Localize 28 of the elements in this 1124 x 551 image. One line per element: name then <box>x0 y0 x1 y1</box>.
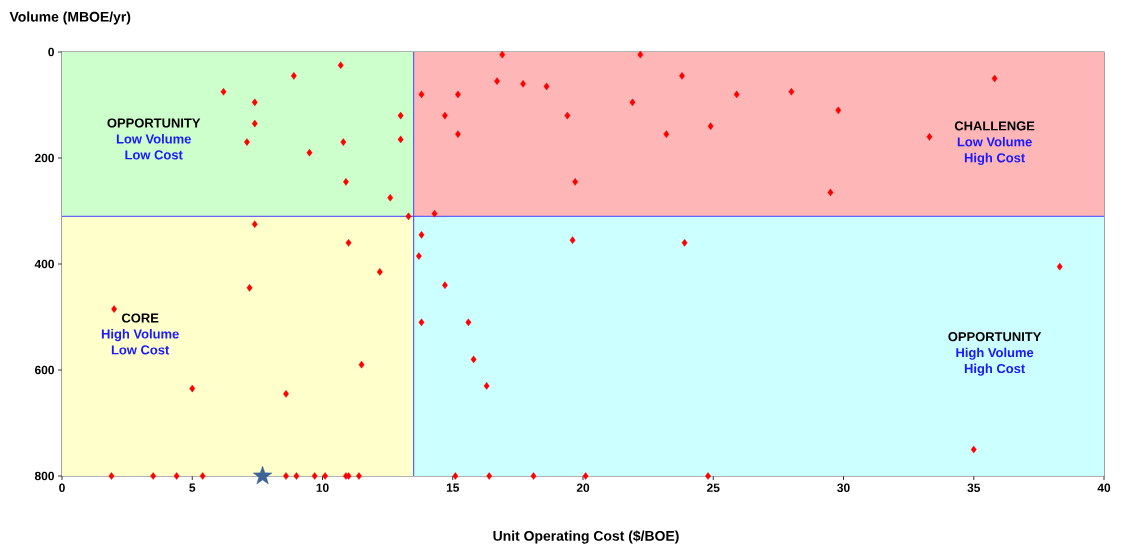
annotation: CORE <box>121 313 159 323</box>
x-tick-label: 0 <box>59 483 65 492</box>
annotation: Low Volume <box>957 136 1032 147</box>
y-tick-label: 600 <box>34 365 54 375</box>
annotation: CHALLENGE <box>954 121 1035 131</box>
annotation: High Cost <box>964 363 1026 376</box>
y-axis-title: Volume (MBOE/yr) <box>9 11 131 25</box>
annotation: OPPORTUNITY <box>948 332 1042 342</box>
x-tick-label: 40 <box>1097 483 1111 492</box>
x-tick-label: 10 <box>316 483 329 492</box>
annotation: Low Cost <box>125 150 183 160</box>
annotation: High Volume <box>101 329 179 342</box>
y-tick-label: 800 <box>34 471 54 481</box>
x-tick-label: 25 <box>707 483 720 492</box>
x-axis-title: Unit Operating Cost ($/BOE) <box>493 530 679 544</box>
annotation: High Volume <box>956 347 1034 360</box>
y-tick-label: 400 <box>34 259 54 269</box>
annotation: Low Cost <box>111 345 170 355</box>
y-tick-label: 200 <box>34 153 54 163</box>
annotation: High Cost <box>964 152 1026 165</box>
annotation: OPPORTUNITY <box>107 118 201 128</box>
x-tick-label: 30 <box>837 483 850 493</box>
x-tick-label: 5 <box>189 483 196 492</box>
x-tick-label: 15 <box>446 483 460 492</box>
y-tick-label: 0 <box>48 47 54 57</box>
x-tick-label: 35 <box>967 483 981 493</box>
annotation: Low Volume <box>116 133 191 144</box>
x-tick-label: 20 <box>576 483 590 492</box>
